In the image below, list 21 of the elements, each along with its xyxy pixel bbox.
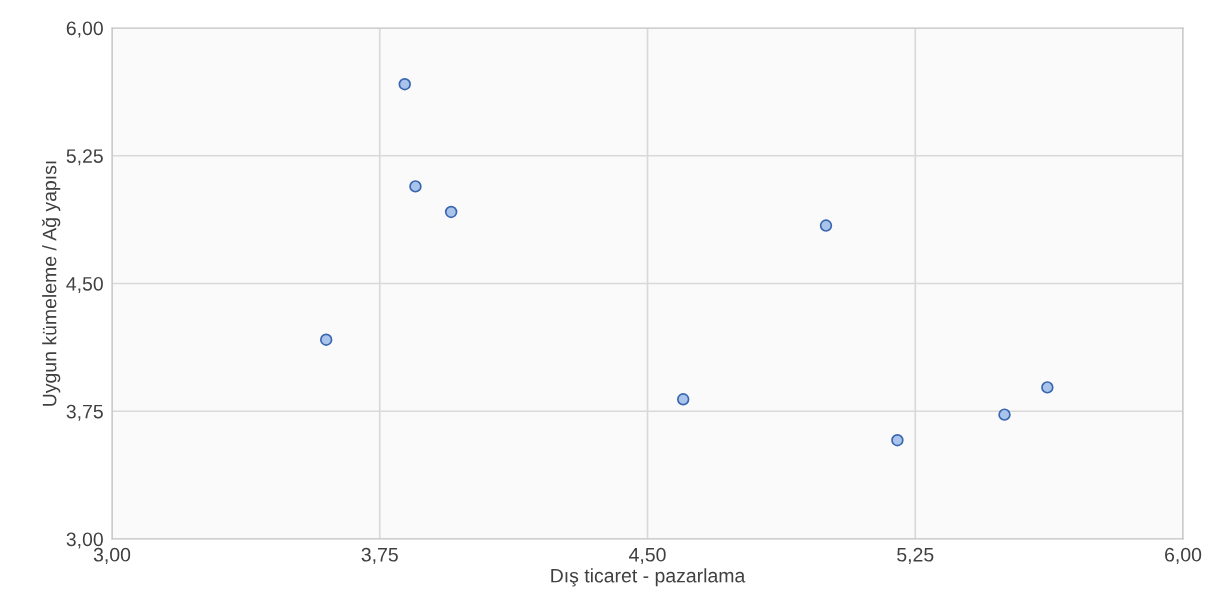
point [891, 433, 904, 447]
y-tick-label: 4,50 [66, 276, 103, 294]
point [998, 408, 1011, 421]
x-axis-title: Dış ticaret - pazarlama [551, 568, 746, 587]
x-tick-label: 4,50 [629, 547, 666, 564]
point [819, 219, 833, 232]
point [409, 180, 422, 193]
point [1041, 381, 1054, 394]
x-tick-label: 5,25 [897, 547, 934, 564]
y-tick-label: 6,00 [66, 21, 103, 38]
x-tick-label: 6,00 [1165, 547, 1202, 564]
x-tick-label: 3,75 [361, 547, 398, 564]
point [398, 77, 411, 91]
point [319, 333, 333, 346]
y-tick-label: 5,25 [66, 149, 103, 166]
y-tick-label: 3,00 [66, 532, 103, 549]
y-tick-label: 3,75 [66, 404, 103, 421]
point [444, 205, 458, 219]
y-axis-title: Uygun kümeleme / Ağ yapısı [41, 161, 61, 406]
x-tick-label: 3,00 [93, 547, 131, 564]
point [676, 393, 690, 406]
